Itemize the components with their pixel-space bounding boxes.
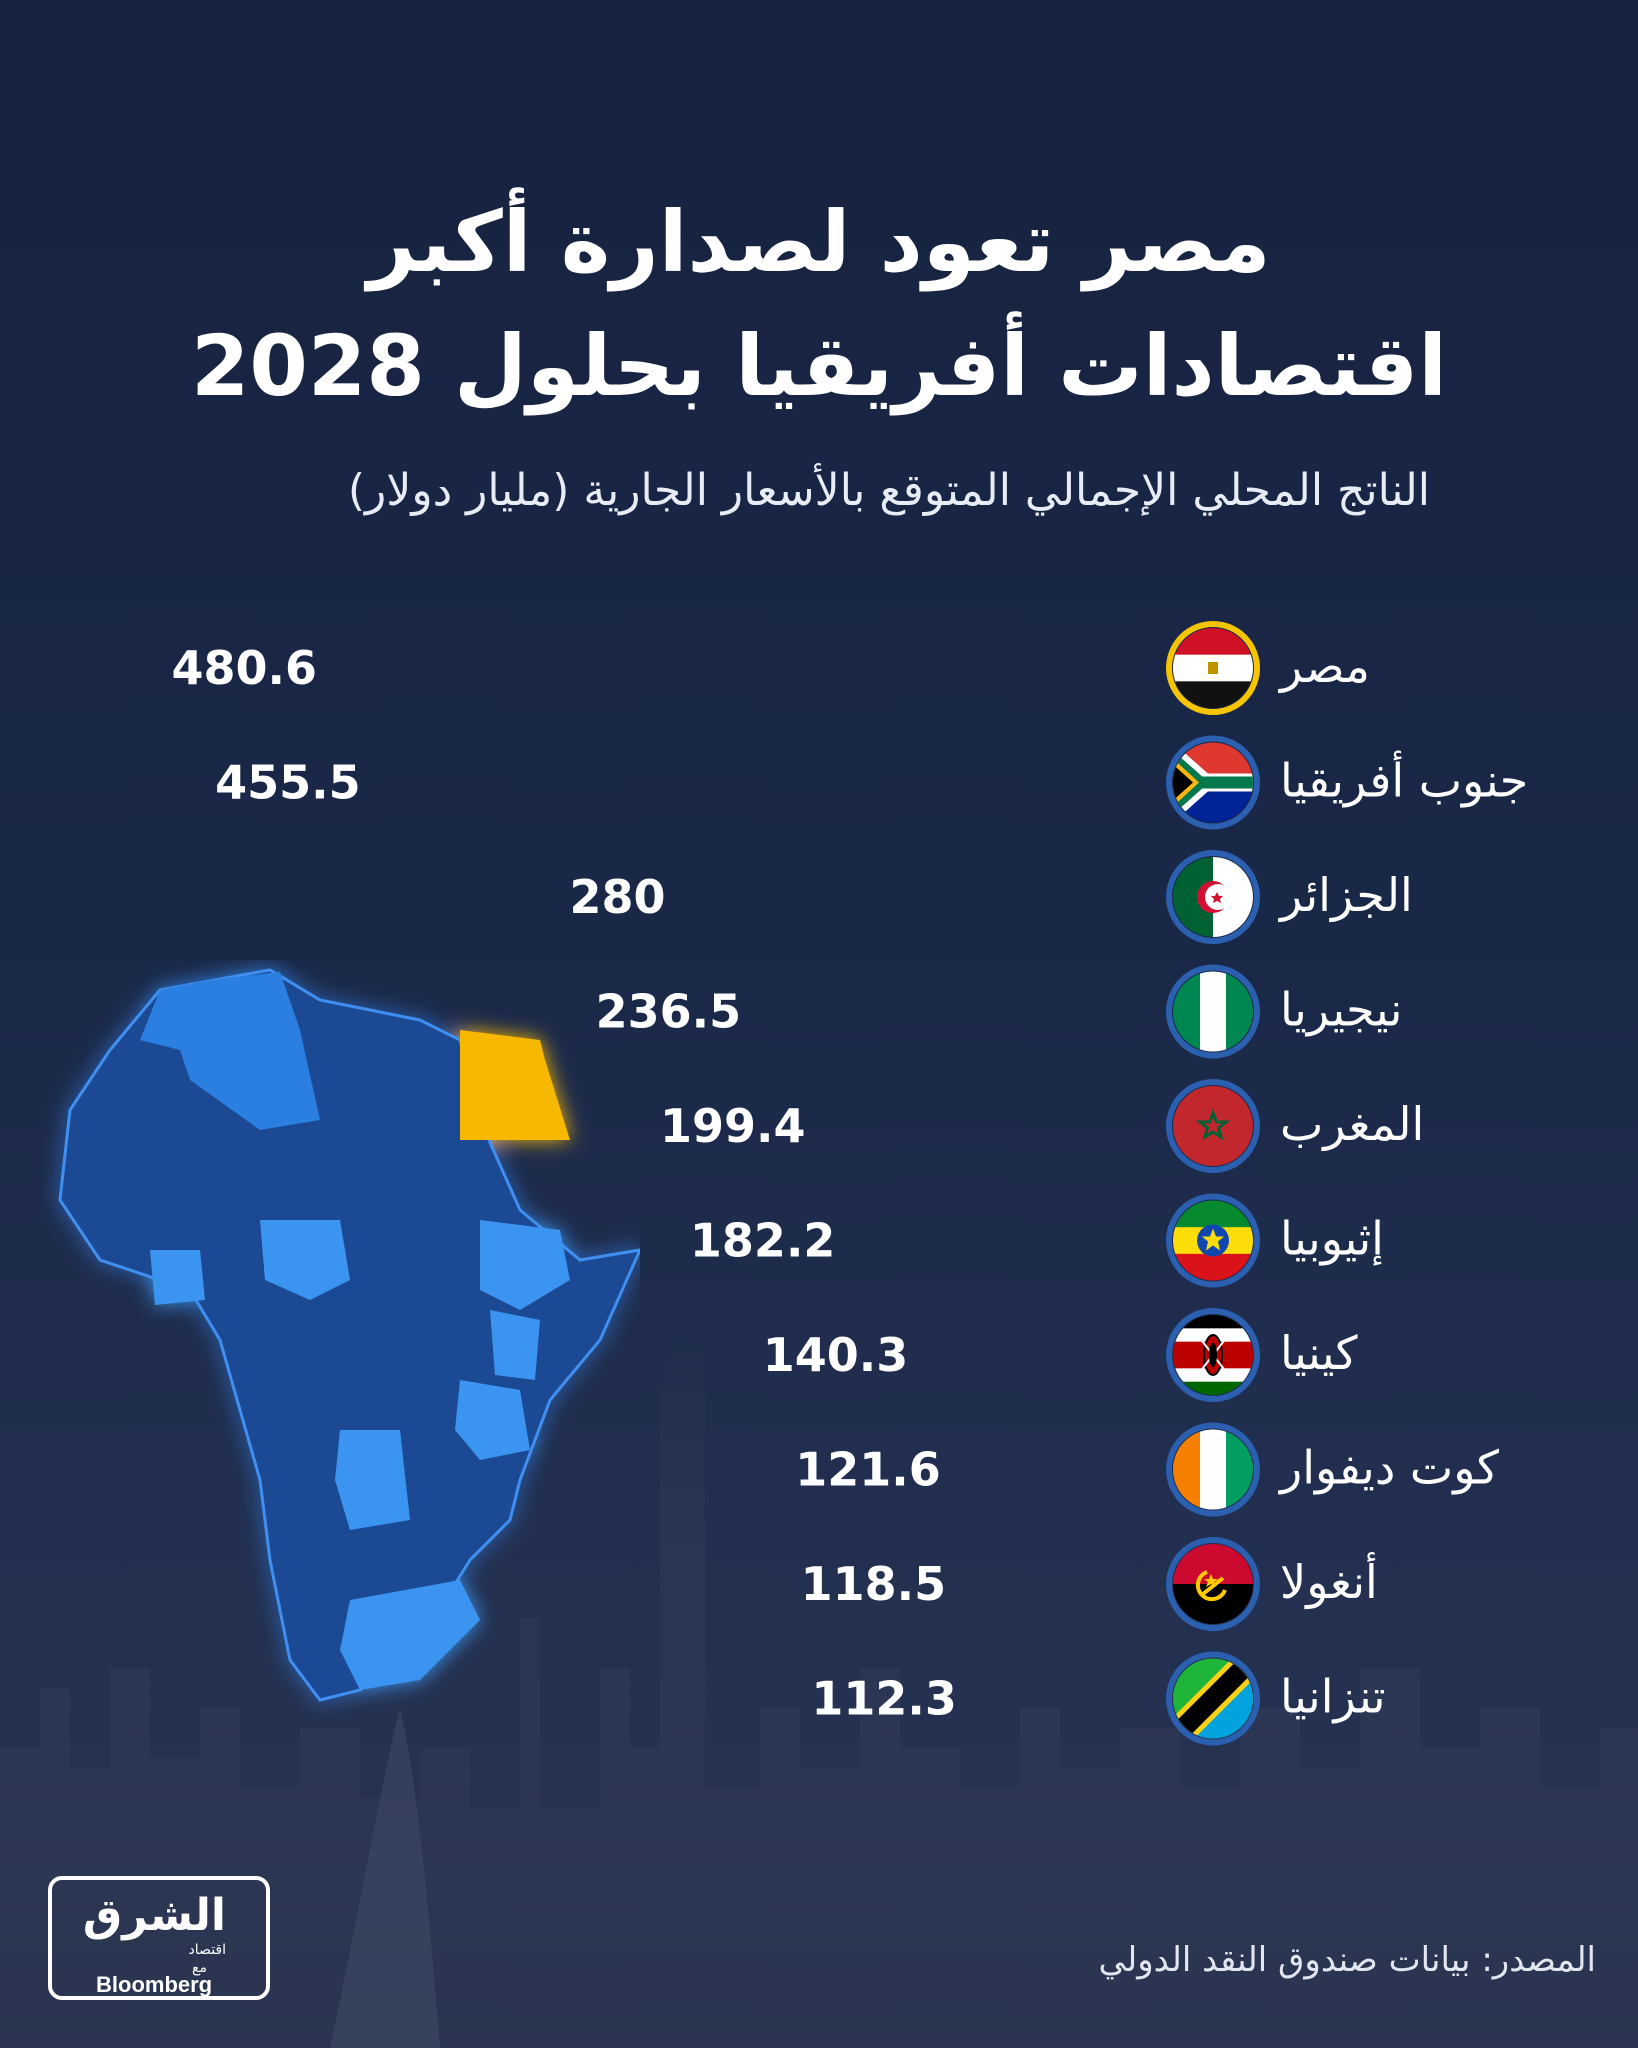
cote-divoire-flag-icon — [1166, 1422, 1260, 1517]
country-label: نيجيريا — [1280, 983, 1402, 1038]
bar-row: 455.5 جنوب أفريقيا — [215, 735, 1528, 830]
tanzania-shape — [455, 1380, 530, 1460]
egypt-flag-icon — [1166, 621, 1260, 715]
nigeria-flag-icon — [1166, 964, 1260, 1059]
value-label: 199.4 — [660, 1099, 806, 1153]
country-label: جنوب أفريقيا — [1280, 751, 1528, 809]
country-label: مصر — [1278, 639, 1370, 694]
bar-row: 182.2 إثيوبيا — [690, 1193, 1384, 1288]
value-label: 280 — [569, 870, 665, 924]
title-line-1: مصر تعود لصدارة أكبر — [367, 193, 1271, 291]
country-label: الجزائر — [1278, 868, 1413, 923]
egypt-shape — [460, 1030, 570, 1140]
country-label: المغرب — [1280, 1097, 1424, 1152]
logo-brand: الشرق — [82, 1890, 226, 1941]
kenya-shape — [490, 1310, 540, 1380]
bar-row: 236.5 نيجيريا — [596, 964, 1402, 1059]
nigeria-shape — [260, 1220, 350, 1300]
gdp-bar-chart: 480.6 مصر 455.5 جنوب أفريقيا 280 الجزائر 236.5… — [171, 621, 1528, 1746]
value-label: 455.5 — [215, 756, 361, 810]
logo-partner: Bloomberg — [96, 1972, 213, 1997]
bar-row: 140.3 كينيا — [763, 1308, 1358, 1402]
value-label: 118.5 — [801, 1557, 947, 1611]
bar-row: 121.6 كوت ديفوار — [795, 1422, 1499, 1517]
title-line-2: اقتصادات أفريقيا بحلول 2028 — [190, 317, 1448, 415]
country-label: تنزانيا — [1280, 1670, 1386, 1725]
ethiopia-flag-icon — [1166, 1193, 1260, 1288]
logo-sub: اقتصاد — [188, 1942, 226, 1958]
south-africa-flag-icon — [1166, 735, 1260, 830]
bar-row: 199.4 المغرب — [660, 1079, 1424, 1173]
kenya-flag-icon — [1166, 1308, 1260, 1402]
bar-row: 118.5 أنغولا — [801, 1537, 1378, 1631]
africa-map — [58, 968, 640, 1702]
value-label: 182.2 — [690, 1214, 836, 1268]
tanzania-flag-icon — [1166, 1651, 1260, 1746]
morocco-flag-icon — [1166, 1079, 1260, 1173]
chart-subtitle: الناتج المحلي الإجمالي المتوقع بالأسعار … — [347, 465, 1430, 516]
bar-row: 480.6 مصر — [171, 621, 1370, 715]
logo-with: مع — [192, 1960, 207, 1976]
country-label: إثيوبيا — [1280, 1212, 1384, 1267]
bar-row: 280 الجزائر — [569, 850, 1413, 944]
angola-flag-icon — [1166, 1537, 1260, 1631]
value-label: 480.6 — [171, 641, 317, 695]
cote-divoire-shape — [150, 1250, 205, 1305]
ethiopia-shape — [480, 1220, 570, 1310]
algeria-flag-icon — [1166, 850, 1260, 944]
south-africa-shape — [340, 1580, 480, 1690]
bar-row: 112.3 تنزانيا — [811, 1651, 1386, 1746]
source-note: المصدر: بيانات صندوق النقد الدولي — [1098, 1940, 1596, 1980]
angola-shape — [335, 1430, 410, 1530]
morocco-shape — [140, 980, 230, 1050]
country-label: كوت ديفوار — [1278, 1441, 1499, 1496]
value-label: 236.5 — [596, 985, 742, 1039]
country-label: كينيا — [1280, 1326, 1358, 1380]
country-label: أنغولا — [1280, 1552, 1378, 1610]
chart-title: مصر تعود لصدارة أكبر اقتصادات أفريقيا بح… — [0, 180, 1638, 428]
value-label: 121.6 — [795, 1443, 941, 1497]
algeria-shape — [180, 972, 320, 1130]
value-label: 140.3 — [763, 1328, 909, 1382]
asharq-bloomberg-logo: الشرق اقتصاد مع Bloomberg — [48, 1876, 270, 2000]
value-label: 112.3 — [811, 1672, 957, 1726]
